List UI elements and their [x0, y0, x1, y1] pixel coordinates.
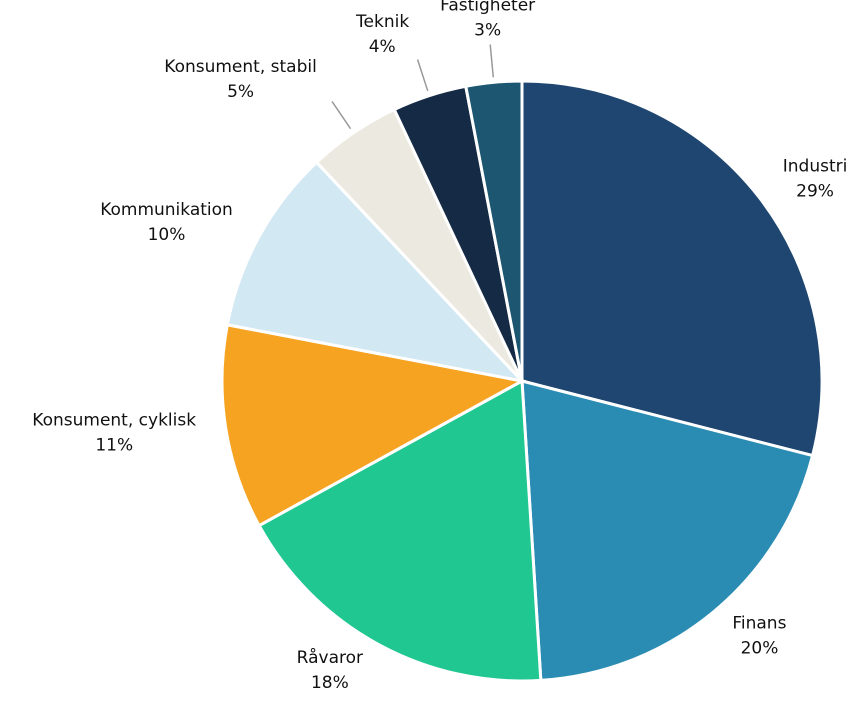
slice-value-label: 4%: [369, 37, 396, 57]
slice-label: Kommunikation: [100, 200, 233, 220]
slice-value-label: 18%: [311, 673, 349, 693]
slice-label: Teknik: [355, 12, 409, 32]
pie-slice: [257, 378, 543, 683]
slice-label: Konsument, stabil: [164, 57, 317, 77]
slice-value-label: 3%: [474, 21, 501, 41]
leader-line: [489, 44, 495, 78]
slice-value-label: 10%: [148, 225, 186, 245]
slice-label: Fastigheter: [440, 0, 535, 16]
pie-slice: [520, 79, 824, 458]
slice-value-label: 5%: [227, 82, 254, 102]
slice-label: Industri: [783, 157, 848, 177]
slice-label: Finans: [732, 613, 786, 633]
slice-value-label: 20%: [741, 638, 779, 658]
pie-slice: [225, 160, 527, 384]
pie-slice: [220, 323, 527, 528]
slice-value-label: 11%: [95, 436, 133, 456]
leader-line: [331, 101, 352, 130]
slice-label: Råvaror: [297, 647, 363, 668]
slice-label: Konsument, cyklisk: [32, 411, 196, 431]
leader-line: [416, 59, 429, 92]
pie-slice: [464, 79, 524, 382]
slice-value-label: 29%: [796, 182, 834, 202]
pie-slice: [520, 379, 815, 683]
